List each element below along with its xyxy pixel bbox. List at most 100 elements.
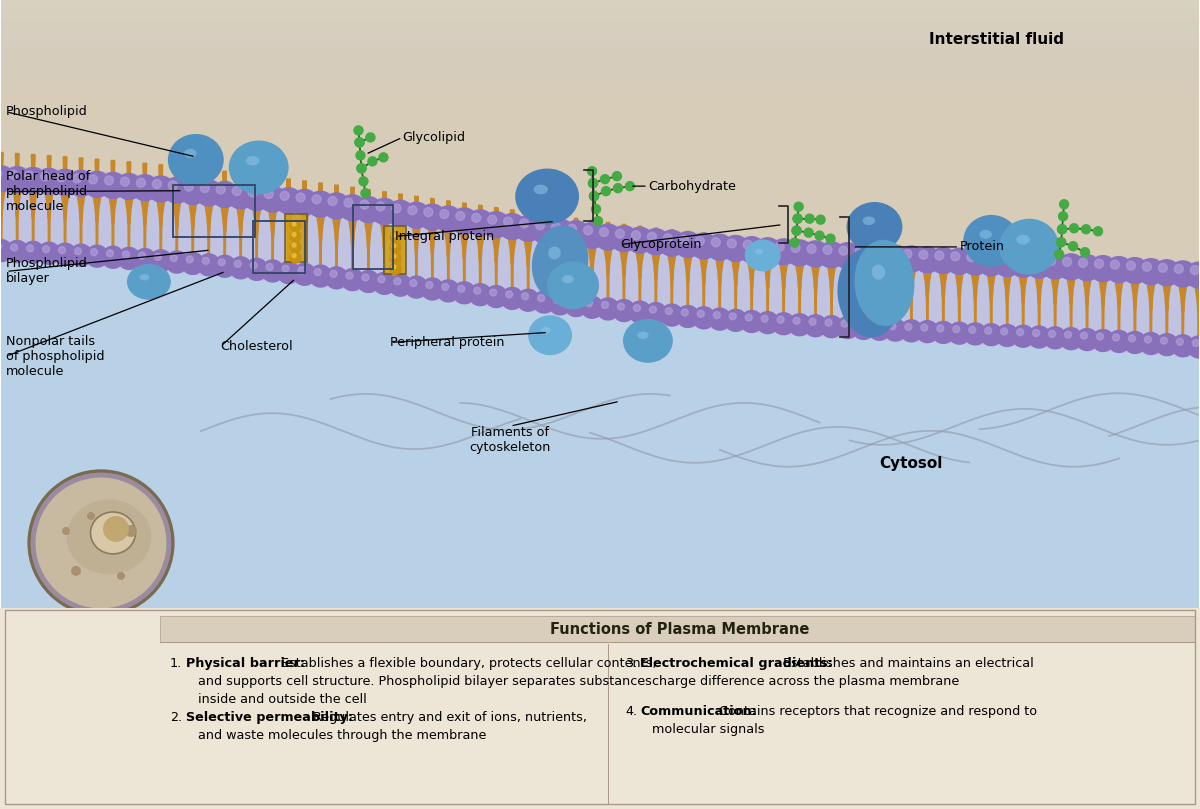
Circle shape bbox=[312, 195, 322, 204]
Ellipse shape bbox=[139, 274, 150, 281]
Circle shape bbox=[218, 259, 226, 266]
Circle shape bbox=[1058, 254, 1084, 280]
Circle shape bbox=[372, 198, 397, 224]
Circle shape bbox=[834, 243, 860, 269]
Circle shape bbox=[330, 270, 337, 277]
Circle shape bbox=[533, 291, 556, 313]
Circle shape bbox=[134, 248, 156, 270]
Circle shape bbox=[803, 241, 828, 267]
Circle shape bbox=[1064, 331, 1072, 338]
Circle shape bbox=[234, 260, 241, 267]
Circle shape bbox=[601, 187, 611, 196]
Circle shape bbox=[998, 254, 1008, 263]
Circle shape bbox=[644, 303, 667, 324]
Circle shape bbox=[107, 250, 114, 256]
Bar bbox=[173, 185, 254, 237]
Circle shape bbox=[366, 133, 374, 142]
Circle shape bbox=[884, 319, 906, 341]
Circle shape bbox=[674, 231, 701, 257]
Circle shape bbox=[900, 320, 923, 342]
Circle shape bbox=[26, 245, 34, 252]
Circle shape bbox=[442, 283, 449, 290]
Circle shape bbox=[164, 177, 190, 203]
Circle shape bbox=[88, 512, 95, 520]
Circle shape bbox=[755, 238, 781, 264]
Circle shape bbox=[103, 516, 128, 542]
Ellipse shape bbox=[863, 216, 875, 225]
Circle shape bbox=[421, 278, 443, 300]
Circle shape bbox=[390, 264, 401, 274]
Circle shape bbox=[1069, 224, 1079, 233]
Circle shape bbox=[104, 176, 114, 185]
Circle shape bbox=[229, 256, 252, 279]
Circle shape bbox=[356, 151, 365, 160]
Circle shape bbox=[793, 214, 802, 223]
Circle shape bbox=[355, 138, 364, 147]
Circle shape bbox=[294, 264, 316, 286]
Circle shape bbox=[344, 198, 353, 207]
Circle shape bbox=[292, 189, 318, 215]
Circle shape bbox=[953, 326, 960, 332]
Circle shape bbox=[362, 274, 368, 281]
Circle shape bbox=[100, 172, 126, 198]
Circle shape bbox=[469, 284, 491, 306]
Circle shape bbox=[570, 298, 576, 305]
Circle shape bbox=[857, 321, 864, 328]
Circle shape bbox=[262, 260, 283, 282]
Circle shape bbox=[89, 175, 97, 184]
Circle shape bbox=[1156, 333, 1178, 356]
Circle shape bbox=[54, 244, 76, 265]
Circle shape bbox=[1190, 265, 1199, 274]
Text: 1.: 1. bbox=[170, 657, 182, 670]
Circle shape bbox=[588, 167, 596, 176]
Circle shape bbox=[634, 305, 641, 311]
Circle shape bbox=[307, 191, 334, 217]
Text: Establishes and maintains an electrical: Establishes and maintains an electrical bbox=[779, 657, 1034, 670]
Circle shape bbox=[1140, 332, 1162, 354]
Circle shape bbox=[502, 287, 523, 309]
Ellipse shape bbox=[856, 274, 870, 290]
Text: Phospholipid: Phospholipid bbox=[6, 105, 88, 118]
Circle shape bbox=[118, 248, 140, 269]
Circle shape bbox=[600, 175, 610, 184]
Circle shape bbox=[246, 258, 268, 281]
Circle shape bbox=[962, 249, 989, 275]
Circle shape bbox=[185, 182, 193, 191]
Circle shape bbox=[472, 214, 481, 222]
Circle shape bbox=[70, 244, 92, 266]
Bar bbox=[284, 214, 306, 262]
Circle shape bbox=[1186, 262, 1200, 288]
Circle shape bbox=[84, 172, 110, 197]
Circle shape bbox=[839, 246, 848, 255]
Circle shape bbox=[866, 244, 893, 270]
Text: Glycoprotein: Glycoprotein bbox=[620, 238, 702, 251]
Circle shape bbox=[1127, 261, 1135, 270]
Circle shape bbox=[917, 320, 938, 343]
Circle shape bbox=[373, 273, 396, 294]
Circle shape bbox=[745, 314, 752, 321]
Ellipse shape bbox=[745, 239, 781, 271]
Circle shape bbox=[504, 217, 512, 226]
Circle shape bbox=[390, 274, 412, 296]
Circle shape bbox=[601, 302, 608, 308]
Circle shape bbox=[985, 327, 991, 334]
Text: Cholesterol: Cholesterol bbox=[221, 340, 293, 353]
Circle shape bbox=[815, 231, 824, 240]
Circle shape bbox=[580, 222, 605, 248]
Circle shape bbox=[324, 193, 349, 219]
Circle shape bbox=[1056, 238, 1066, 247]
Circle shape bbox=[725, 309, 746, 332]
Circle shape bbox=[709, 308, 731, 330]
Circle shape bbox=[665, 307, 672, 315]
Ellipse shape bbox=[871, 265, 886, 280]
Circle shape bbox=[59, 247, 66, 254]
Circle shape bbox=[547, 219, 574, 245]
Circle shape bbox=[1160, 337, 1168, 344]
Circle shape bbox=[56, 173, 66, 182]
Circle shape bbox=[182, 252, 204, 274]
Circle shape bbox=[1057, 225, 1067, 234]
Circle shape bbox=[1110, 260, 1120, 269]
Circle shape bbox=[1062, 257, 1072, 266]
Circle shape bbox=[588, 179, 598, 188]
Circle shape bbox=[0, 166, 14, 192]
